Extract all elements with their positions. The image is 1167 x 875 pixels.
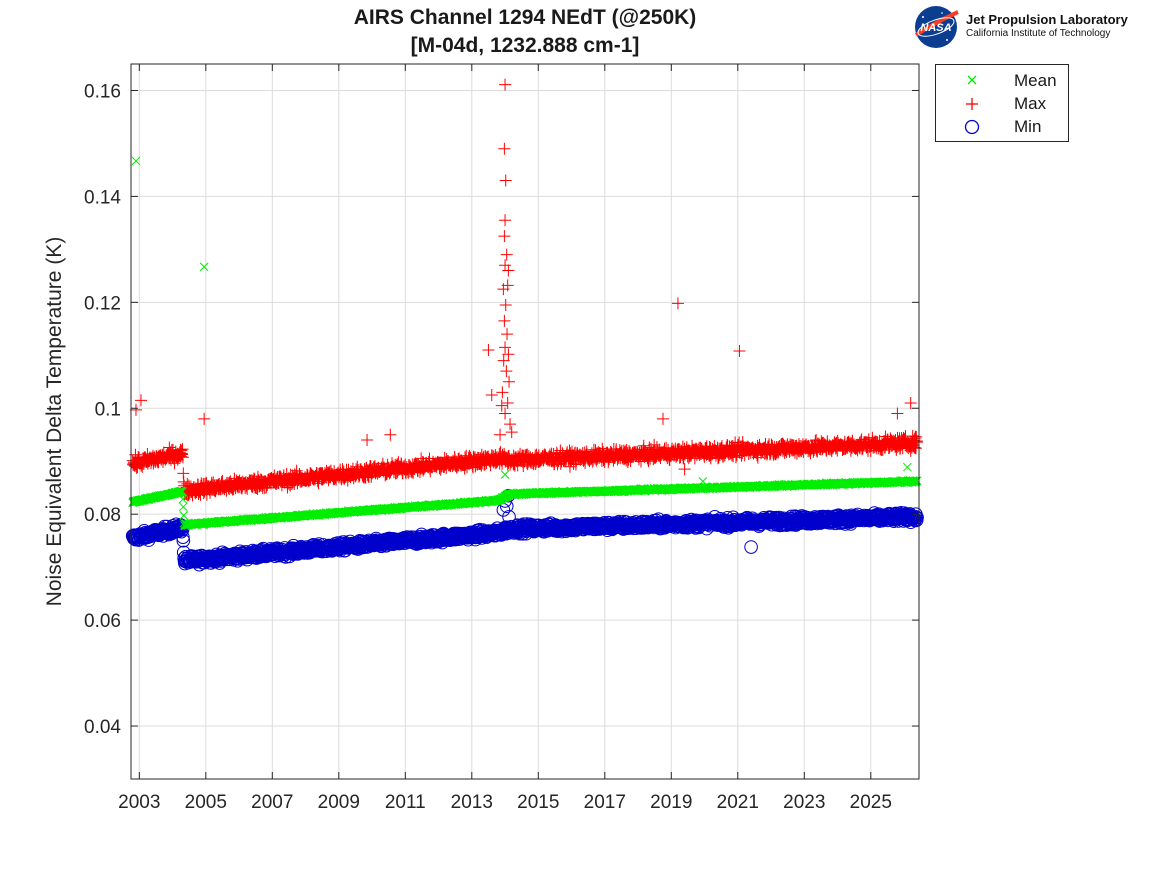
max-point	[500, 248, 513, 261]
max-point	[499, 78, 512, 91]
max-point	[505, 426, 518, 439]
max-point	[671, 297, 684, 310]
grid-lines	[131, 64, 919, 779]
max-point	[361, 434, 374, 447]
max-point	[498, 230, 511, 243]
mean-point	[178, 502, 188, 512]
max-point	[503, 375, 516, 388]
max-point	[499, 298, 512, 311]
max-point	[502, 264, 515, 277]
max-point	[499, 341, 512, 354]
max-point	[485, 389, 498, 402]
chart-title-line2: [M-04d, 1232.888 cm-1]	[410, 34, 640, 57]
jpl-name: Jet Propulsion Laboratory	[966, 12, 1128, 27]
max-point	[499, 259, 512, 272]
min-point	[176, 530, 190, 544]
nasa-meatball-icon: NASA	[914, 6, 959, 48]
max-point	[198, 412, 211, 425]
jpl-subtitle: California Institute of Technology	[966, 28, 1111, 39]
data-points	[125, 78, 924, 572]
max-point	[501, 396, 514, 409]
max-point	[499, 174, 512, 187]
max-point	[482, 344, 495, 356]
min-point	[744, 540, 758, 554]
max-point	[498, 314, 511, 327]
max-point	[891, 407, 904, 420]
max-point	[499, 214, 512, 227]
max-point	[384, 428, 397, 441]
max-point	[129, 403, 142, 416]
max-point	[733, 345, 746, 358]
max-point	[504, 418, 517, 431]
max-point	[499, 407, 512, 420]
max-point	[134, 394, 147, 407]
max-point	[678, 463, 691, 476]
max-point	[496, 386, 509, 399]
max-point	[495, 399, 508, 412]
mean-point	[179, 510, 189, 520]
max-point	[904, 396, 917, 409]
nasa-badge-text: NASA	[920, 22, 951, 34]
max-point	[500, 365, 513, 378]
max-point	[498, 142, 511, 155]
chart-title: AIRS Channel 1294 NEdT (@250K) [M-04d, 1…	[130, 4, 920, 60]
max-point	[501, 328, 514, 341]
chart-title-line1: AIRS Channel 1294 NEdT (@250K)	[353, 6, 697, 29]
max-point	[494, 428, 507, 441]
max-point	[656, 412, 669, 425]
jpl-logo: NASA Jet Propulsion Laboratory Californi…	[912, 4, 1162, 50]
min-point	[176, 533, 191, 548]
